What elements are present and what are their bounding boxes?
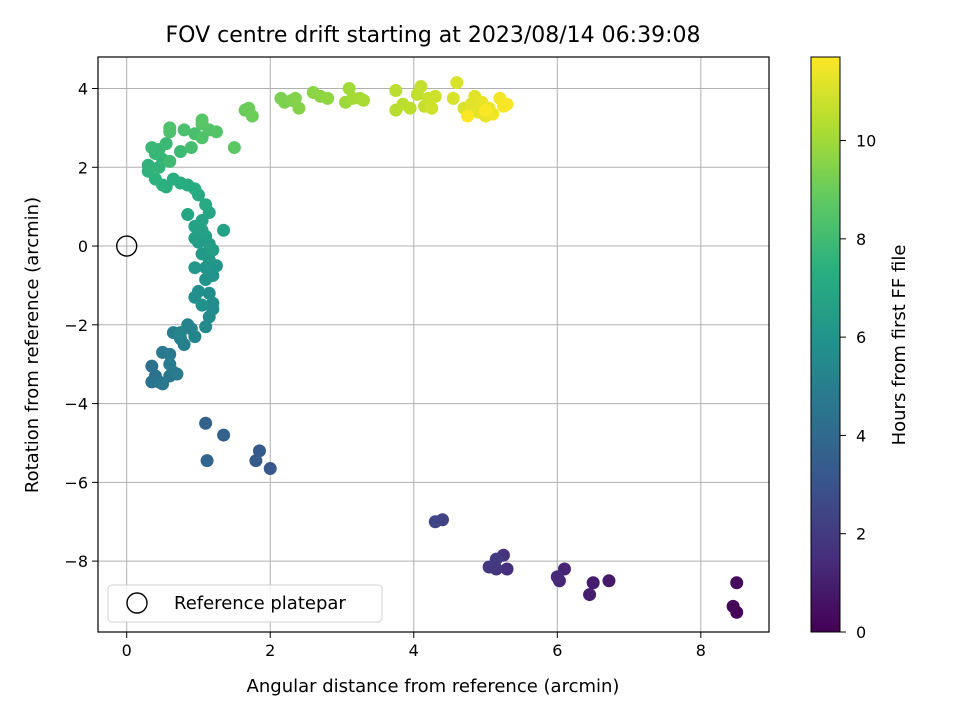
data-point (200, 454, 214, 468)
data-point (191, 284, 205, 298)
reference-platepar-marker (116, 235, 138, 257)
data-point (217, 223, 231, 237)
data-point (170, 367, 184, 381)
data-point (163, 121, 177, 135)
y-tick-label: −8 (64, 552, 88, 571)
y-tick-label: −6 (64, 473, 88, 492)
data-point (217, 428, 231, 442)
x-tick-label: 4 (409, 641, 419, 660)
data-point (263, 462, 277, 476)
x-axis-label: Angular distance from reference (arcmin) (247, 676, 620, 697)
data-point (450, 76, 464, 90)
data-point (188, 330, 202, 344)
colorbar-tick-label: 10 (856, 132, 876, 151)
data-point (177, 123, 191, 137)
legend-label-reference: Reference platepar (174, 593, 346, 614)
data-point (500, 97, 514, 111)
legend-marker-reference (126, 592, 148, 614)
data-point (479, 103, 493, 117)
colorbar-tick-label: 8 (856, 230, 866, 249)
data-point (500, 562, 514, 576)
data-point (245, 109, 259, 123)
data-point (188, 261, 202, 275)
data-point (141, 158, 155, 172)
data-point (321, 91, 335, 105)
data-point (174, 326, 188, 340)
legend: Reference platepar (107, 584, 383, 623)
y-tick-label: 4 (78, 80, 88, 99)
y-tick-label: −4 (64, 395, 88, 414)
data-point (184, 141, 198, 155)
colorbar-gradient (810, 56, 841, 633)
data-point (145, 375, 159, 389)
data-point (425, 101, 439, 115)
data-point (156, 377, 170, 391)
grid-lines (98, 57, 769, 632)
data-point (403, 101, 417, 115)
data-point (181, 208, 195, 222)
x-axis-ticks: 0 2 4 6 8 (122, 632, 706, 660)
x-tick-label: 6 (552, 641, 562, 660)
data-point (730, 576, 744, 590)
colorbar-tick-label: 4 (856, 426, 866, 445)
data-point (163, 347, 177, 361)
data-point (195, 113, 209, 127)
colorbar-tick-label: 6 (856, 328, 866, 347)
x-tick-label: 8 (696, 641, 706, 660)
data-point (199, 416, 213, 430)
data-point (209, 125, 223, 139)
data-point (145, 359, 159, 373)
data-point (202, 286, 216, 300)
data-point (414, 80, 428, 94)
colorbar: 0 2 4 6 8 10 Hours from first FF file (810, 56, 910, 642)
data-point (550, 570, 564, 584)
data-point (199, 198, 213, 212)
data-point (206, 243, 220, 257)
data-point (342, 82, 356, 96)
data-point (583, 588, 597, 602)
data-point (428, 89, 442, 103)
y-tick-label: 2 (78, 158, 88, 177)
data-point (602, 574, 616, 588)
data-point (292, 101, 306, 115)
data-point (446, 91, 460, 105)
colorbar-tick-label: 2 (856, 525, 866, 544)
data-point (206, 296, 220, 310)
legend-box (107, 584, 383, 623)
data-point (288, 91, 302, 105)
data-point (357, 93, 371, 107)
y-tick-label: 0 (78, 237, 88, 256)
data-point (195, 247, 209, 261)
data-point (389, 83, 403, 97)
chart-title: FOV centre drift starting at 2023/08/14 … (166, 23, 701, 48)
x-tick-label: 0 (122, 641, 132, 660)
y-axis-ticks: −8 −6 −4 −2 0 2 4 (64, 80, 98, 571)
data-point (163, 357, 177, 371)
y-axis-label: Rotation from reference (arcmin) (22, 197, 43, 493)
data-point (461, 109, 475, 123)
x-tick-label: 2 (265, 641, 275, 660)
data-point (489, 552, 503, 566)
data-point (163, 154, 177, 168)
colorbar-label: Hours from first FF file (889, 245, 910, 446)
data-point (159, 137, 173, 151)
data-point (145, 141, 159, 155)
data-point (586, 576, 600, 590)
data-point (174, 145, 188, 159)
data-point (195, 298, 209, 312)
data-point (726, 599, 740, 613)
data-point (199, 320, 213, 334)
colorbar-tick-label: 0 (856, 623, 866, 642)
data-point (249, 454, 263, 468)
data-point (428, 515, 442, 529)
y-tick-label: −2 (64, 316, 88, 335)
data-points (116, 76, 744, 619)
data-point (227, 141, 241, 155)
data-point (177, 338, 191, 351)
data-point (252, 444, 266, 458)
plot-frame (97, 56, 770, 633)
colorbar-ticks: 0 2 4 6 8 10 (840, 132, 876, 642)
